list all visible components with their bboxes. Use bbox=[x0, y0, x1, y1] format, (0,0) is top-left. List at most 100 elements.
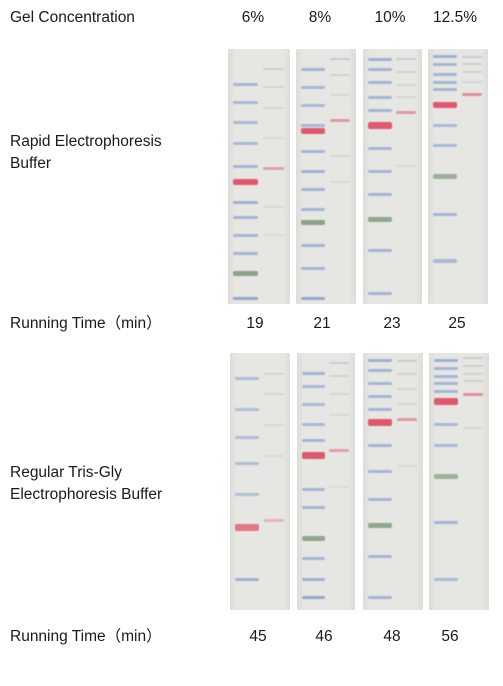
gel-rapid-8 bbox=[296, 49, 356, 304]
marker-lane-band bbox=[368, 395, 392, 398]
sample-lane-band bbox=[396, 84, 416, 86]
running-time-value: 25 bbox=[448, 315, 466, 332]
marker-lane-band bbox=[368, 444, 392, 447]
sample-lane-band bbox=[263, 206, 284, 208]
marker-lane-band bbox=[302, 439, 325, 442]
sample-lane-band bbox=[263, 234, 284, 236]
marker-lane-band bbox=[433, 55, 457, 58]
marker-lane-band bbox=[368, 292, 392, 295]
sample-lane-band bbox=[263, 86, 284, 88]
marker-lane-band bbox=[235, 377, 259, 380]
concentration-6: 6% bbox=[241, 9, 265, 26]
marker-lane-band bbox=[235, 408, 259, 411]
marker-lane-band bbox=[433, 81, 457, 84]
sample-lane-band bbox=[330, 155, 350, 157]
marker-lane-band bbox=[368, 419, 392, 426]
sample-lane-band bbox=[329, 393, 349, 395]
gel-concentration-label: Gel Concentration bbox=[10, 9, 135, 26]
row-label-line: Electrophoresis Buffer bbox=[10, 486, 163, 503]
running-time-value: 48 bbox=[383, 628, 401, 645]
marker-lane-band bbox=[368, 217, 392, 222]
marker-lane-band bbox=[233, 216, 258, 219]
marker-lane-band bbox=[302, 385, 325, 388]
gel-rapid-6 bbox=[228, 49, 290, 304]
sample-lane-band bbox=[264, 455, 284, 457]
marker-lane-band bbox=[368, 359, 392, 362]
marker-lane-band bbox=[301, 128, 325, 134]
gel-rapid-10 bbox=[363, 49, 422, 304]
marker-lane-band bbox=[434, 578, 458, 581]
marker-lane-band bbox=[434, 359, 458, 362]
marker-lane-band bbox=[368, 470, 392, 473]
marker-lane-band bbox=[368, 147, 392, 150]
marker-lane-band bbox=[433, 102, 457, 108]
marker-lane-band bbox=[233, 297, 258, 300]
sample-lane-band bbox=[329, 449, 349, 452]
row-label-line: Regular Tris-Gly bbox=[10, 464, 122, 481]
sample-lane-band bbox=[329, 414, 349, 416]
marker-lane-band bbox=[368, 382, 392, 385]
marker-lane-band bbox=[434, 521, 458, 524]
marker-lane-band bbox=[434, 423, 458, 426]
marker-lane-band bbox=[368, 408, 392, 411]
marker-lane-band bbox=[301, 220, 325, 225]
sample-lane-band bbox=[330, 58, 350, 60]
sample-lane-band bbox=[462, 93, 482, 96]
marker-lane-band bbox=[233, 121, 258, 124]
marker-lane-band bbox=[301, 68, 325, 71]
marker-lane-band bbox=[233, 271, 258, 276]
row-label-line: Rapid Electrophoresis bbox=[10, 133, 162, 150]
marker-lane-band bbox=[433, 73, 457, 76]
sample-lane-band bbox=[463, 365, 483, 367]
running-time-value: 46 bbox=[315, 628, 333, 645]
marker-lane-band bbox=[233, 252, 258, 255]
sample-lane-band bbox=[263, 137, 284, 139]
marker-lane-band bbox=[433, 144, 457, 147]
running-time-value: 23 bbox=[383, 315, 401, 332]
marker-lane-band bbox=[301, 267, 325, 270]
marker-lane-band bbox=[368, 170, 392, 173]
marker-lane-band bbox=[434, 444, 458, 447]
sample-lane-band bbox=[397, 373, 417, 375]
marker-lane-band bbox=[433, 63, 457, 66]
marker-lane-band bbox=[368, 596, 392, 599]
marker-lane-band bbox=[433, 213, 457, 216]
sample-lane-band bbox=[263, 107, 284, 109]
marker-lane-band bbox=[233, 101, 258, 104]
marker-lane-band bbox=[233, 201, 258, 204]
marker-lane-band bbox=[434, 375, 458, 378]
marker-lane-band bbox=[235, 578, 259, 581]
marker-lane-band bbox=[233, 142, 258, 145]
sample-lane-band bbox=[329, 375, 349, 377]
gel-regular-6 bbox=[230, 353, 290, 610]
marker-lane-band bbox=[368, 122, 392, 129]
sample-lane-band bbox=[396, 111, 416, 114]
sample-lane-band bbox=[462, 81, 482, 83]
marker-lane-band bbox=[368, 523, 392, 528]
marker-lane-band bbox=[301, 150, 325, 153]
marker-lane-band bbox=[233, 83, 258, 86]
marker-lane-band bbox=[301, 188, 325, 191]
marker-lane-band bbox=[302, 557, 325, 560]
marker-lane-band bbox=[302, 578, 325, 581]
marker-lane-band bbox=[235, 493, 259, 496]
sample-lane-band bbox=[463, 380, 483, 382]
marker-lane-band bbox=[302, 536, 325, 541]
running-time-value: 56 bbox=[441, 628, 459, 645]
row-label-regular-buffer: Regular Tris-Gly Electrophoresis Buffer bbox=[10, 462, 162, 506]
sample-lane-band bbox=[330, 94, 350, 96]
sample-lane-band bbox=[264, 393, 284, 395]
sample-lane-band bbox=[397, 465, 417, 467]
marker-lane-band bbox=[434, 474, 458, 479]
gel-regular-12-5 bbox=[429, 353, 489, 610]
marker-lane-band bbox=[301, 124, 325, 127]
marker-lane-band bbox=[301, 170, 325, 173]
sample-lane-band bbox=[397, 360, 417, 362]
marker-lane-band bbox=[368, 369, 392, 372]
sample-lane-band bbox=[397, 388, 417, 390]
sample-lane-band bbox=[396, 96, 416, 98]
gel-rapid-12-5 bbox=[428, 49, 488, 304]
marker-lane-band bbox=[233, 234, 258, 237]
marker-lane-band bbox=[368, 68, 392, 71]
marker-lane-band bbox=[368, 58, 392, 61]
